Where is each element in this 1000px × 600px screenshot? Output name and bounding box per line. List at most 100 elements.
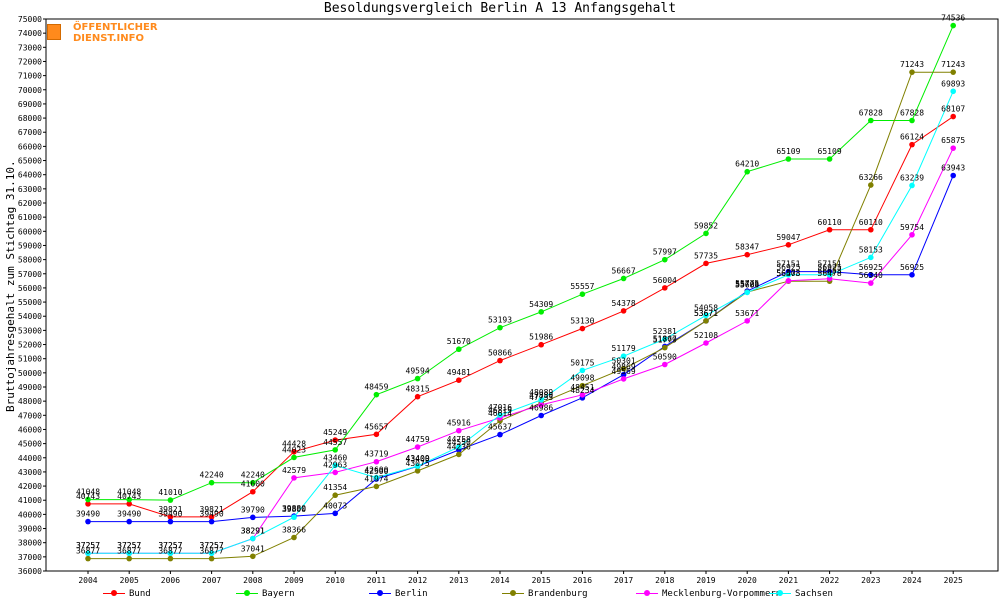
data-label-sachsen: 43409 <box>406 454 430 463</box>
data-point-sachsen <box>373 474 380 481</box>
data-point-bund <box>291 448 297 455</box>
y-tick-label: 74000 <box>18 29 42 38</box>
data-label-berlin: 39490 <box>76 510 100 519</box>
data-point-bayern <box>538 309 544 315</box>
data-label-mecklenburg-vorpommern: 37257 <box>117 541 141 550</box>
data-point-mecklenburg-vorpommern <box>826 275 833 282</box>
data-label-bund: 45657 <box>364 422 388 431</box>
data-label-bund: 41600 <box>241 480 265 489</box>
data-label-sachsen: 63239 <box>900 173 924 182</box>
x-tick-label: 2016 <box>573 576 592 585</box>
legend-marker-bund <box>111 590 117 596</box>
series-line-bund <box>88 116 954 518</box>
data-point-berlin <box>868 272 874 278</box>
y-tick-label: 48000 <box>18 397 42 406</box>
data-label-brandenburg: 56478 <box>776 269 800 278</box>
data-label-mecklenburg-vorpommern: 45916 <box>447 419 471 428</box>
data-label-brandenburg: 41354 <box>323 483 347 492</box>
data-label-bund: 60110 <box>818 218 842 227</box>
data-point-brandenburg <box>662 344 668 351</box>
data-label-berlin: 55775 <box>735 279 759 288</box>
x-tick-label: 2007 <box>202 576 221 585</box>
data-label-bayern: 74536 <box>941 14 965 23</box>
data-label-bayern: 42240 <box>200 471 224 480</box>
data-label-bayern: 49594 <box>406 367 430 376</box>
data-label-mecklenburg-vorpommern: 37257 <box>76 541 100 550</box>
data-label-bund: 57735 <box>694 251 718 260</box>
data-label-bayern: 42240 <box>241 471 265 480</box>
data-label-mecklenburg-vorpommern: 56340 <box>859 271 883 280</box>
data-label-sachsen: 55683 <box>735 280 759 289</box>
data-point-bund <box>662 285 668 291</box>
data-point-bayern <box>703 230 709 237</box>
data-label-bund: 45249 <box>323 428 347 437</box>
plot-frame <box>45 18 999 572</box>
data-label-mecklenburg-vorpommern: 44759 <box>406 435 430 444</box>
data-label-brandenburg: 36877 <box>200 547 224 556</box>
y-tick-label: 61000 <box>18 213 42 222</box>
data-label-bayern: 44023 <box>282 445 306 454</box>
data-point-brandenburg <box>167 555 174 562</box>
data-point-brandenburg <box>620 365 627 372</box>
data-label-bund: 68107 <box>941 105 965 114</box>
legend-label-sachsen: Sachsen <box>795 589 833 599</box>
y-tick-label: 40000 <box>18 510 42 519</box>
y-tick-label: 43000 <box>18 468 42 477</box>
y-tick-label: 54000 <box>18 312 42 321</box>
data-point-mecklenburg-vorpommern <box>662 361 668 368</box>
data-label-berlin: 57151 <box>818 260 842 269</box>
data-point-sachsen <box>126 550 132 557</box>
data-label-bund: 40743 <box>117 492 141 501</box>
data-point-berlin <box>85 518 91 525</box>
data-label-brandenburg: 46614 <box>488 409 512 418</box>
data-label-brandenburg: 44236 <box>447 442 471 451</box>
data-point-bund <box>332 437 339 443</box>
data-label-berlin: 44550 <box>447 438 471 447</box>
data-point-mecklenburg-vorpommern <box>950 145 956 151</box>
x-tick-label: 2020 <box>738 576 757 585</box>
data-point-mecklenburg-vorpommern <box>414 444 421 450</box>
data-label-sachsen: 56925 <box>818 263 842 272</box>
data-point-bund <box>785 241 792 248</box>
data-point-brandenburg <box>126 555 132 562</box>
y-tick-label: 66000 <box>18 142 42 151</box>
y-tick-label: 67000 <box>18 128 42 137</box>
x-tick-label: 2013 <box>449 576 468 585</box>
data-label-berlin: 39880 <box>282 504 306 513</box>
data-point-bund <box>250 488 256 495</box>
data-point-bayern <box>744 168 750 175</box>
data-point-bayern <box>785 156 792 162</box>
data-point-brandenburg <box>703 318 709 324</box>
data-label-berlin: 48234 <box>570 386 594 395</box>
data-label-sachsen: 69893 <box>941 79 965 88</box>
data-label-brandenburg: 41974 <box>364 474 388 483</box>
data-point-brandenburg <box>456 451 462 458</box>
data-label-berlin: 51867 <box>653 334 677 343</box>
data-label-mecklenburg-vorpommern: 56503 <box>776 269 800 278</box>
data-label-bayern: 54309 <box>529 300 553 309</box>
data-label-mecklenburg-vorpommern: 38291 <box>241 527 265 536</box>
data-point-bund <box>126 501 132 507</box>
data-label-brandenburg: 43075 <box>406 459 430 468</box>
data-label-mecklenburg-vorpommern: 53671 <box>735 309 759 318</box>
x-tick-label: 2021 <box>779 576 798 585</box>
data-point-sachsen <box>744 289 750 296</box>
data-label-brandenburg: 53671 <box>694 309 718 318</box>
x-tick-label: 2009 <box>284 576 303 585</box>
data-point-bayern <box>167 497 174 503</box>
data-label-sachsen: 38291 <box>241 527 265 536</box>
legend-label-berlin: Berlin <box>395 589 428 599</box>
chart-axes: 36000 37000 38000 39000 40000 41000 42000 43000… <box>18 15 999 585</box>
data-label-berlin: 57151 <box>776 260 800 269</box>
y-tick-label: 60000 <box>18 227 42 236</box>
data-label-brandenburg: 37041 <box>241 544 265 553</box>
data-point-bund <box>703 260 709 267</box>
data-label-bund: 53130 <box>570 317 594 326</box>
data-point-mecklenburg-vorpommern <box>620 376 627 382</box>
data-point-brandenburg <box>950 69 956 75</box>
data-point-sachsen <box>579 367 586 374</box>
data-point-sachsen <box>868 254 874 261</box>
data-point-bund <box>620 308 627 314</box>
data-point-bayern <box>126 496 132 503</box>
